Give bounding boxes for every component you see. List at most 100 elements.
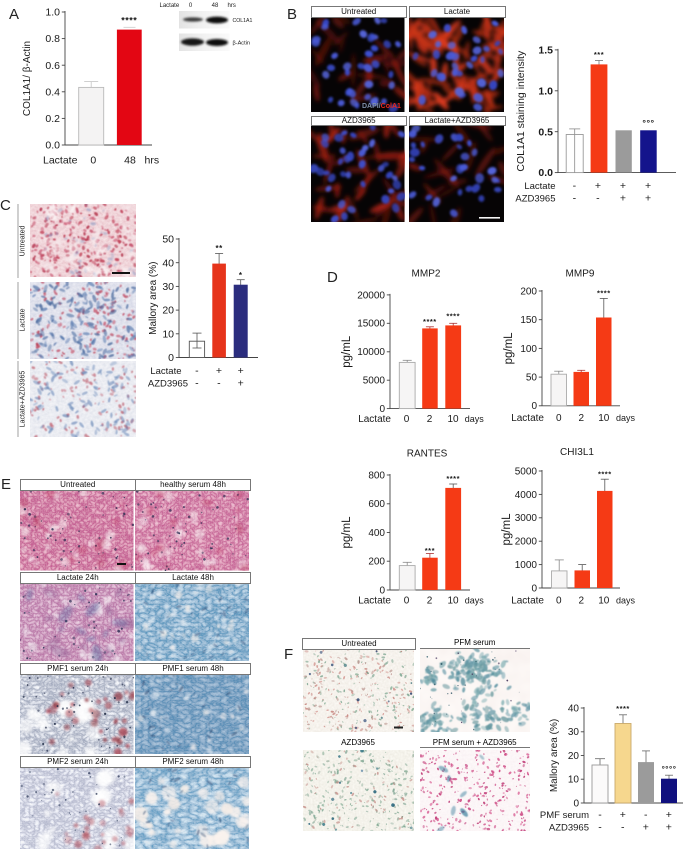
svg-text:0: 0 bbox=[531, 401, 537, 412]
svg-text:5000: 5000 bbox=[363, 376, 386, 387]
svg-text:10: 10 bbox=[598, 413, 610, 424]
svg-text:2: 2 bbox=[579, 413, 585, 424]
svg-text:10000: 10000 bbox=[357, 347, 385, 358]
svg-text:0.0: 0.0 bbox=[538, 167, 553, 179]
svg-text:100: 100 bbox=[520, 344, 537, 355]
svg-text:β-Actin: β-Actin bbox=[233, 41, 251, 47]
svg-text:15000: 15000 bbox=[357, 319, 385, 330]
svg-text:+: + bbox=[666, 822, 672, 834]
svg-text:-: - bbox=[217, 378, 221, 390]
svg-text:48: 48 bbox=[212, 3, 219, 9]
svg-text:0.0: 0.0 bbox=[45, 140, 60, 152]
svg-text:****: **** bbox=[446, 312, 460, 321]
svg-text:1000: 1000 bbox=[515, 560, 538, 571]
svg-text:0: 0 bbox=[168, 352, 174, 364]
svg-text:Lactate: Lactate bbox=[20, 308, 27, 331]
svg-text:DAPI/ColA1: DAPI/ColA1 bbox=[362, 103, 401, 110]
svg-text:days: days bbox=[465, 596, 485, 606]
svg-text:10: 10 bbox=[447, 596, 459, 607]
svg-text:50: 50 bbox=[162, 234, 174, 246]
svg-text:****: **** bbox=[597, 289, 611, 298]
svg-text:****: **** bbox=[121, 16, 137, 26]
svg-text:***: *** bbox=[594, 50, 604, 59]
svg-text:days: days bbox=[616, 413, 636, 423]
svg-text:200: 200 bbox=[520, 286, 537, 297]
svg-text:20000: 20000 bbox=[357, 290, 385, 301]
svg-text:Lactate: Lactate bbox=[160, 3, 180, 9]
svg-text:+: + bbox=[595, 180, 601, 192]
svg-text:4000: 4000 bbox=[515, 490, 538, 501]
svg-text:150: 150 bbox=[520, 315, 537, 326]
svg-text:MMP9: MMP9 bbox=[566, 269, 595, 280]
svg-text:10: 10 bbox=[598, 596, 610, 607]
svg-text:50: 50 bbox=[526, 373, 538, 384]
svg-text:Lactate: Lactate bbox=[150, 366, 181, 377]
svg-text:Lactate: Lactate bbox=[358, 596, 391, 607]
svg-text:-: - bbox=[598, 809, 602, 821]
svg-text:COL1A1/ β-Actin: COL1A1/ β-Actin bbox=[22, 41, 33, 116]
svg-text:600: 600 bbox=[368, 499, 385, 510]
svg-text:+: + bbox=[645, 180, 651, 192]
svg-text:0: 0 bbox=[556, 596, 562, 607]
svg-text:-: - bbox=[195, 365, 199, 377]
svg-text:CHI3L1: CHI3L1 bbox=[560, 447, 594, 458]
svg-text:+: + bbox=[666, 809, 672, 821]
svg-text:+: + bbox=[620, 180, 626, 192]
svg-text:2000: 2000 bbox=[515, 537, 538, 548]
svg-text:+: + bbox=[645, 193, 651, 205]
svg-text:****: **** bbox=[598, 470, 612, 479]
svg-text:-: - bbox=[573, 193, 577, 205]
svg-text:1.0: 1.0 bbox=[538, 85, 553, 97]
svg-text:COL1A1 staining intensity: COL1A1 staining intensity bbox=[515, 50, 527, 172]
svg-text:**: ** bbox=[215, 244, 223, 253]
svg-text:20: 20 bbox=[162, 305, 174, 317]
svg-text:PMF serum: PMF serum bbox=[540, 810, 589, 821]
svg-text:***: *** bbox=[425, 546, 435, 555]
svg-text:-: - bbox=[621, 822, 625, 834]
svg-text:-: - bbox=[573, 180, 577, 192]
svg-text:0: 0 bbox=[189, 3, 193, 9]
svg-text:-: - bbox=[598, 822, 602, 834]
svg-text:AZD3965: AZD3965 bbox=[549, 823, 589, 834]
svg-text:0: 0 bbox=[379, 585, 385, 596]
svg-text:+: + bbox=[620, 809, 626, 821]
svg-text:+: + bbox=[620, 193, 626, 205]
svg-text:COL1A1: COL1A1 bbox=[233, 18, 253, 24]
svg-text:pg/mL: pg/mL bbox=[501, 513, 513, 546]
svg-text:800: 800 bbox=[368, 470, 385, 481]
svg-text:20: 20 bbox=[568, 751, 580, 762]
svg-text:Lactate: Lactate bbox=[43, 155, 78, 167]
svg-text:2: 2 bbox=[427, 414, 433, 425]
svg-text:+: + bbox=[216, 365, 222, 377]
svg-text:Lactate: Lactate bbox=[358, 414, 391, 425]
svg-text:10: 10 bbox=[162, 328, 174, 340]
svg-text:hrs: hrs bbox=[145, 155, 160, 167]
svg-text:-: - bbox=[195, 378, 199, 390]
svg-text:10: 10 bbox=[447, 414, 459, 425]
svg-text:2: 2 bbox=[427, 596, 433, 607]
svg-text:40: 40 bbox=[162, 257, 174, 269]
svg-text:0: 0 bbox=[531, 583, 537, 594]
svg-text:-: - bbox=[596, 193, 600, 205]
svg-text:days: days bbox=[465, 414, 485, 424]
svg-text:30: 30 bbox=[162, 281, 174, 293]
svg-text:0.5: 0.5 bbox=[538, 126, 553, 138]
svg-text:5000: 5000 bbox=[515, 466, 538, 477]
svg-text:3000: 3000 bbox=[515, 513, 538, 524]
svg-text:+: + bbox=[238, 365, 244, 377]
svg-text:30: 30 bbox=[568, 727, 580, 738]
svg-text:****: **** bbox=[616, 704, 630, 713]
svg-text:10: 10 bbox=[568, 775, 580, 786]
svg-text:1.5: 1.5 bbox=[538, 45, 553, 57]
svg-text:pg/mL: pg/mL bbox=[341, 335, 353, 368]
svg-text:2: 2 bbox=[579, 596, 585, 607]
svg-text:°°°: °°° bbox=[642, 118, 654, 128]
svg-text:MMP2: MMP2 bbox=[412, 269, 441, 280]
svg-text:hrs: hrs bbox=[228, 3, 236, 9]
svg-text:0.8: 0.8 bbox=[45, 33, 60, 45]
svg-text:****: **** bbox=[423, 317, 437, 326]
svg-text:0: 0 bbox=[556, 413, 562, 424]
svg-text:AZD3965: AZD3965 bbox=[148, 379, 188, 390]
svg-text:AZD3965: AZD3965 bbox=[515, 194, 555, 205]
svg-text:0.6: 0.6 bbox=[45, 60, 60, 72]
